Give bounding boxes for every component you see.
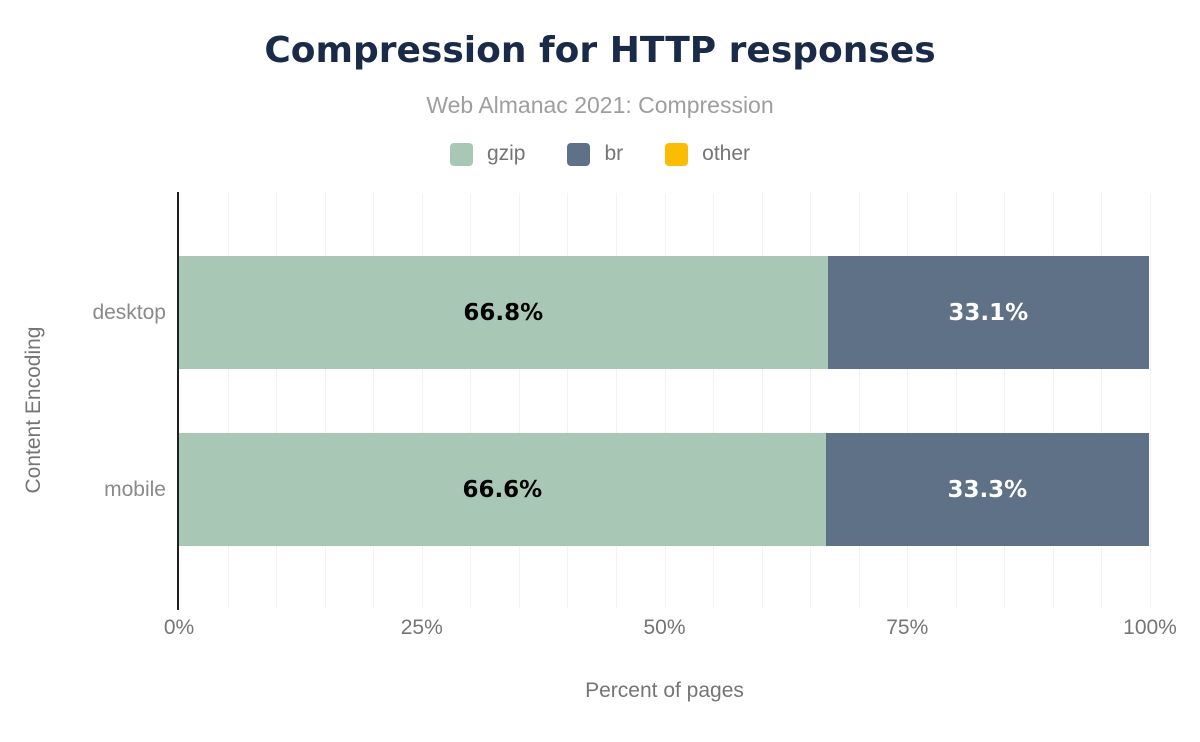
x-tick-label: 75%: [886, 616, 929, 639]
gridline: [276, 193, 278, 608]
gridline: [421, 193, 423, 608]
x-tick-label: 25%: [400, 616, 443, 639]
legend-label-gzip: gzip: [486, 142, 526, 165]
gridline: [713, 193, 715, 608]
gridline: [1150, 193, 1151, 608]
y-axis-title: Content Encoding: [22, 326, 45, 494]
gridline: [518, 193, 520, 608]
gridline: [567, 193, 569, 608]
bar-desktop: 66.8% 33.1%: [179, 256, 1150, 369]
gridline: [470, 193, 472, 608]
x-tick-label: 50%: [643, 616, 686, 639]
bar-segment-mobile-br: 33.3%: [825, 433, 1149, 546]
legend-item-br: br: [567, 142, 623, 166]
gridline: [664, 193, 666, 608]
gridline: [761, 193, 763, 608]
legend-item-gzip: gzip: [449, 142, 526, 166]
gridline: [1004, 193, 1006, 608]
chart-subtitle: Web Almanac 2021: Compression: [426, 92, 774, 118]
x-tick-label: 100%: [1123, 616, 1177, 639]
gridline: [227, 193, 229, 608]
legend: gzip br other: [0, 142, 1200, 166]
gridline: [615, 193, 617, 608]
gridline: [907, 193, 909, 608]
category-label-desktop: desktop: [92, 301, 166, 324]
legend-swatch-other: [665, 142, 689, 166]
legend-label-other: other: [702, 142, 751, 165]
bar-mobile: 66.6% 33.3%: [179, 433, 1150, 546]
y-axis-line: [177, 192, 179, 610]
gridline: [324, 193, 326, 608]
legend-label-br: br: [604, 142, 624, 165]
legend-item-other: other: [665, 142, 750, 166]
gridline: [1101, 193, 1103, 608]
chart-title: Compression for HTTP responses: [264, 30, 936, 71]
bar-segment-desktop-gzip: 66.8%: [179, 256, 828, 369]
x-tick-label: 0%: [163, 616, 195, 639]
gridline: [373, 193, 375, 608]
legend-swatch-gzip: [449, 142, 473, 166]
category-label-mobile: mobile: [104, 478, 166, 501]
gridline: [858, 193, 860, 608]
gridline: [955, 193, 957, 608]
x-axis-title: Percent of pages: [585, 679, 744, 702]
legend-swatch-br: [567, 142, 591, 166]
bar-segment-desktop-br: 33.1%: [827, 256, 1150, 369]
gridline: [1052, 193, 1054, 608]
gridline: [810, 193, 812, 608]
plot-area: 66.8% 33.1% 66.6% 33.3%: [179, 193, 1151, 608]
bar-segment-mobile-gzip: 66.6%: [179, 433, 826, 546]
